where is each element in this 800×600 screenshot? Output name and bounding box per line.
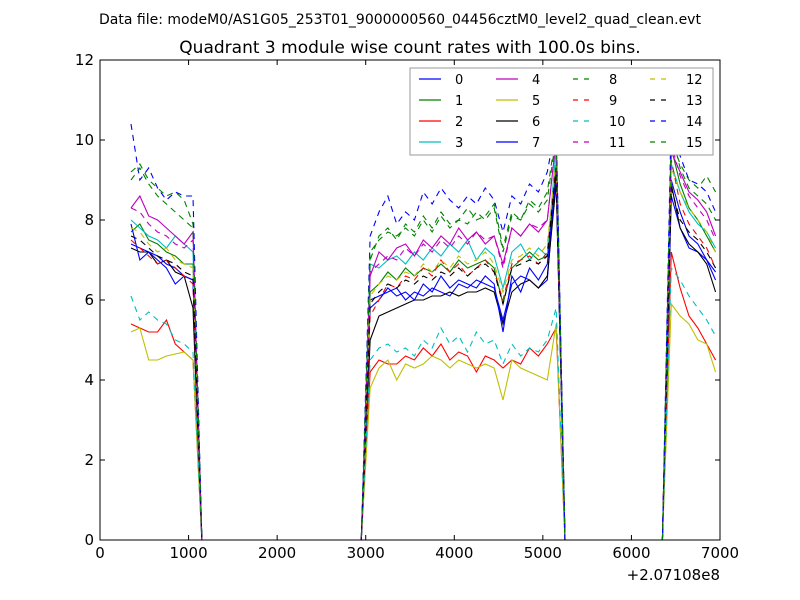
legend-label-8: 8 <box>609 73 617 88</box>
series-line-10 <box>130 266 717 540</box>
y-tick-label: 0 <box>84 531 94 549</box>
series-line-1 <box>130 147 717 540</box>
x-tick-label: 1000 <box>169 544 207 562</box>
x-tick-label: 3000 <box>347 544 385 562</box>
y-tick-label: 10 <box>75 131 94 149</box>
x-tick-label: 7000 <box>701 544 739 562</box>
legend-label-10: 10 <box>609 115 626 130</box>
y-tick-label: 4 <box>84 371 94 389</box>
y-tick-label: 6 <box>84 291 94 309</box>
legend-label-2: 2 <box>455 115 463 130</box>
legend-label-14: 14 <box>686 115 703 130</box>
legend-label-3: 3 <box>455 136 463 151</box>
x-tick-label: 5000 <box>524 544 562 562</box>
legend-frame <box>409 67 714 156</box>
legend-label-15: 15 <box>686 136 703 151</box>
series-line-11 <box>130 139 717 540</box>
legend-label-12: 12 <box>686 73 703 88</box>
x-tick-label: 6000 <box>612 544 650 562</box>
legend-label-7: 7 <box>532 136 540 151</box>
series-line-5 <box>130 302 717 540</box>
legend-label-0: 0 <box>455 73 463 88</box>
series-line-0 <box>130 171 717 540</box>
x-tick-label: 2000 <box>258 544 296 562</box>
y-tick-label: 12 <box>75 51 94 69</box>
series-line-2 <box>130 251 717 540</box>
series-line-9 <box>130 159 717 540</box>
legend-label-5: 5 <box>532 94 540 109</box>
series-line-4 <box>130 139 717 540</box>
legend-label-4: 4 <box>532 73 540 88</box>
y-tick-label: 2 <box>84 451 94 469</box>
x-axis-offset-label: +2.07108e8 <box>627 566 720 584</box>
series-line-12 <box>130 159 717 540</box>
legend-label-11: 11 <box>609 136 626 151</box>
legend-label-9: 9 <box>609 94 617 109</box>
series-line-14 <box>130 111 717 540</box>
series-line-3 <box>130 147 717 540</box>
x-tick-label: 4000 <box>435 544 473 562</box>
legend-label-6: 6 <box>532 115 540 130</box>
series-line-6 <box>130 183 717 540</box>
series-line-7 <box>130 175 717 540</box>
series-line-13 <box>130 167 717 540</box>
series-layer <box>130 111 717 540</box>
series-line-15 <box>130 131 717 540</box>
series-line-8 <box>130 131 717 540</box>
y-tick-label: 8 <box>84 211 94 229</box>
x-tick-label: 0 <box>95 544 105 562</box>
chart-suptitle: Data file: modeM0/AS1G05_253T01_90000005… <box>99 12 701 28</box>
legend-label-13: 13 <box>686 94 703 109</box>
legend-label-1: 1 <box>455 94 463 109</box>
chart-title: Quadrant 3 module wise count rates with … <box>179 38 640 58</box>
